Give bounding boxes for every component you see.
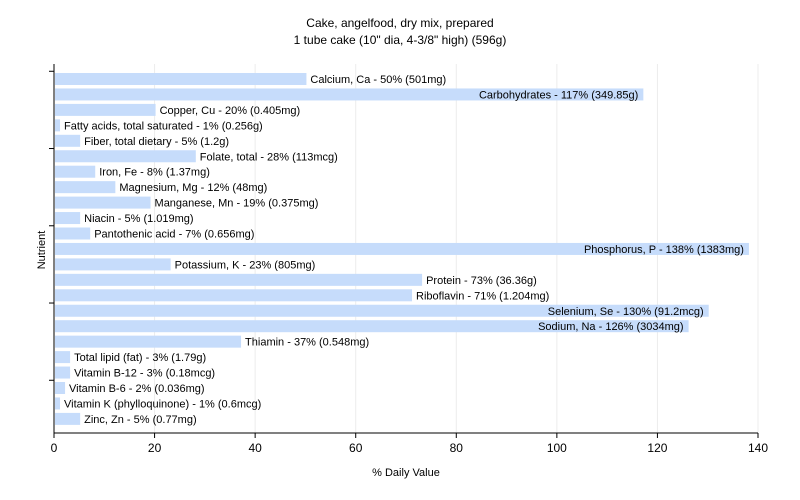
chart-subtitle: 1 tube cake (10" dia, 4-3/8" high) (596g… xyxy=(294,33,507,47)
bar-label: Riboflavin - 71% (1.204mg) xyxy=(416,290,549,302)
bar-label: Manganese, Mn - 19% (0.375mg) xyxy=(155,198,319,210)
bar-label: Calcium, Ca - 50% (501mg) xyxy=(310,74,446,86)
chart-title: Cake, angelfood, dry mix, prepared xyxy=(306,16,493,30)
bar xyxy=(55,397,61,410)
bar xyxy=(55,351,71,364)
bar xyxy=(55,227,91,240)
bar-label: Fiber, total dietary - 5% (1.2g) xyxy=(84,136,229,148)
bar xyxy=(55,382,66,394)
x-tick-label: 40 xyxy=(248,441,262,455)
bar xyxy=(55,150,196,163)
bar-label: Protein - 73% (36.36g) xyxy=(426,275,537,287)
bar-label: Vitamin B-6 - 2% (0.036mg) xyxy=(69,383,205,395)
bar-label: Total lipid (fat) - 3% (1.79g) xyxy=(74,352,206,364)
bar-label: Niacin - 5% (1.019mg) xyxy=(84,213,193,225)
bar-label: Thiamin - 37% (0.548mg) xyxy=(245,337,369,349)
bar-label: Potassium, K - 23% (805mg) xyxy=(175,259,316,271)
x-tick-label: 60 xyxy=(349,441,363,455)
bar xyxy=(55,258,171,271)
bar-label: Pantothenic acid - 7% (0.656mg) xyxy=(94,229,254,241)
bar xyxy=(55,119,61,132)
axes: 0 20 40 60 80 100 120 140 xyxy=(49,64,768,455)
y-axis-label: Nutrient xyxy=(36,231,48,270)
bar-label: Vitamin K (phylloquinone) - 1% (0.6mcg) xyxy=(64,398,261,410)
bars: Calcium, Ca - 50% (501mg) Carbohydrates -… xyxy=(55,73,749,426)
bar xyxy=(55,88,644,101)
bar xyxy=(55,134,81,147)
x-tick-label: 120 xyxy=(647,441,667,455)
bar-label: Sodium, Na - 126% (3034mg) xyxy=(538,321,684,333)
bar-label: Fatty acids, total saturated - 1% (0.256… xyxy=(64,120,263,132)
bar-label: Selenium, Se - 130% (91.2mcg) xyxy=(548,306,704,318)
bar-label: Folate, total - 28% (113mcg) xyxy=(200,151,338,163)
x-tick-label: 80 xyxy=(450,441,464,455)
bar xyxy=(55,212,81,225)
bar-label: Iron, Fe - 8% (1.37mg) xyxy=(99,167,210,179)
bar xyxy=(55,273,423,286)
bar xyxy=(55,242,749,255)
x-tick-label: 100 xyxy=(547,441,567,455)
x-tick-label: 140 xyxy=(748,441,768,455)
bar xyxy=(55,412,81,425)
bar xyxy=(55,304,709,317)
x-tick-label: 0 xyxy=(51,441,58,455)
bar xyxy=(55,165,96,178)
bar xyxy=(55,73,307,85)
x-axis-label: % Daily Value xyxy=(372,467,440,479)
bar-label: Vitamin B-12 - 3% (0.18mcg) xyxy=(74,368,215,380)
bar xyxy=(55,366,71,379)
bar xyxy=(55,289,413,302)
bar-label: Carbohydrates - 117% (349.85g) xyxy=(479,89,638,101)
bar xyxy=(55,181,116,194)
bar xyxy=(55,196,151,209)
bar-label: Phosphorus, P - 138% (1383mg) xyxy=(584,244,744,256)
bar xyxy=(55,320,689,333)
x-tick-label: 20 xyxy=(148,441,162,455)
bar-label: Magnesium, Mg - 12% (48mg) xyxy=(119,182,267,194)
bar xyxy=(55,103,156,116)
bar xyxy=(55,335,242,348)
bar-label: Zinc, Zn - 5% (0.77mg) xyxy=(84,414,196,426)
bar-label: Copper, Cu - 20% (0.405mg) xyxy=(160,105,301,117)
